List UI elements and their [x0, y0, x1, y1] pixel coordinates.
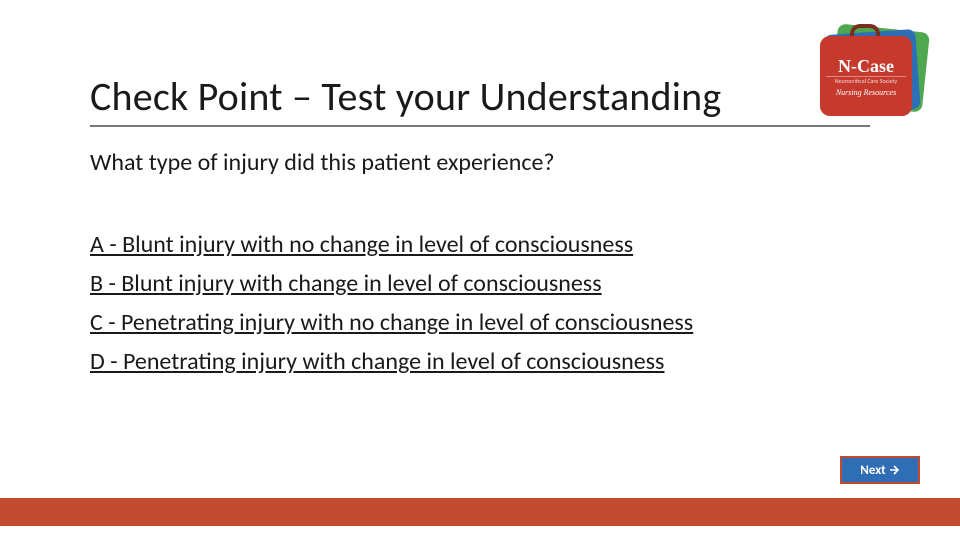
answer-option-a[interactable]: A - Blunt injury with no change in level… — [90, 230, 870, 259]
answer-option-c[interactable]: C - Penetrating injury with no change in… — [90, 308, 870, 337]
footer-accent-bar — [0, 498, 960, 526]
answer-option-b[interactable]: B - Blunt injury with change in level of… — [90, 269, 870, 298]
question-text: What type of injury did this patient exp… — [90, 148, 555, 177]
next-button[interactable]: Next — [840, 456, 920, 484]
slide: N-Case Neurocritical Care Society Nursin… — [0, 0, 960, 540]
next-button-label: Next — [860, 463, 885, 478]
arrow-right-icon — [890, 465, 900, 475]
answer-list: A - Blunt injury with no change in level… — [90, 230, 870, 386]
answer-option-d[interactable]: D - Penetrating injury with change in le… — [90, 347, 870, 376]
page-title: Check Point – Test your Understanding — [90, 72, 870, 127]
